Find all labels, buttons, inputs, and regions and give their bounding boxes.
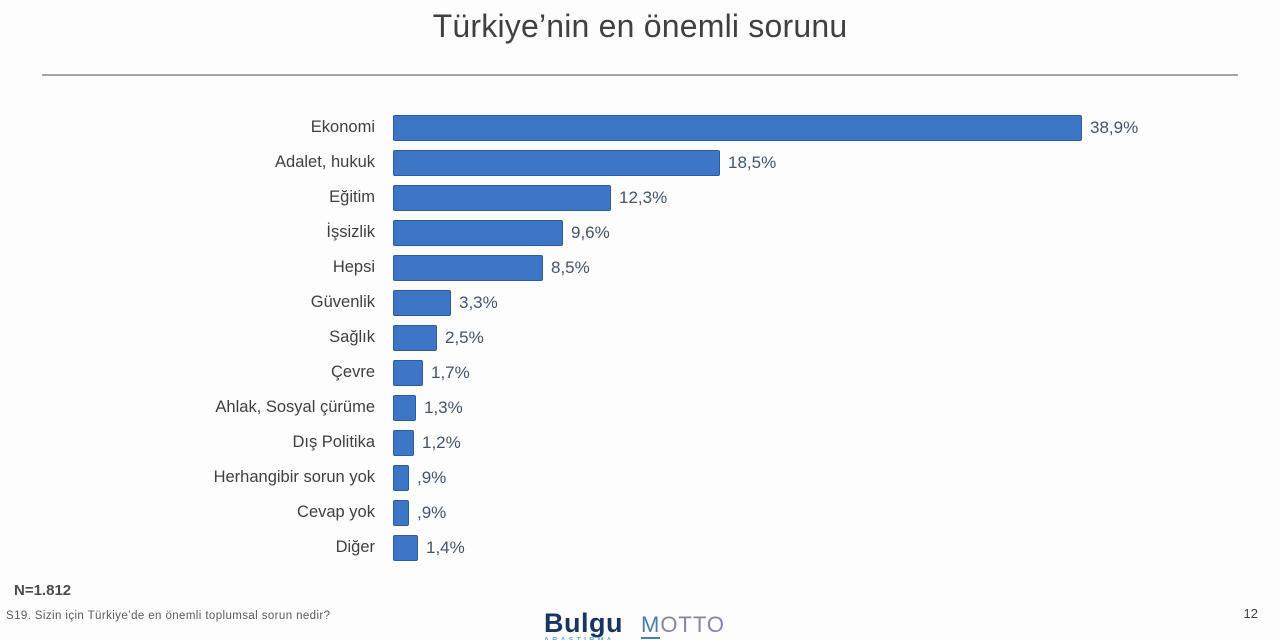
bar-track: 1,3%	[393, 394, 1280, 421]
bar	[393, 219, 563, 246]
bar-track: 18,5%	[393, 149, 1280, 176]
chart-row: Dış Politika 1,2%	[0, 425, 1280, 460]
value-label: 2,5%	[445, 327, 484, 347]
chart-row: Herhangibir sorun yok ,9%	[0, 460, 1280, 495]
bar	[393, 464, 409, 491]
bar	[393, 254, 543, 281]
value-label: 12,3%	[619, 187, 668, 207]
bar-chart: Ekonomi 38,9% Adalet, hukuk 18,5% Eğitim 12,3…	[0, 110, 1280, 565]
bar	[393, 499, 409, 526]
category-label: Güvenlik	[310, 293, 375, 311]
bar	[393, 324, 437, 351]
bar-track: 2,5%	[393, 324, 1280, 351]
chart-row: Ahlak, Sosyal çürüme 1,3%	[0, 390, 1280, 425]
category-label: İşsizlik	[326, 223, 375, 241]
value-label: 8,5%	[551, 257, 590, 277]
value-label: 1,3%	[424, 397, 463, 417]
category-label: Hepsi	[332, 258, 375, 276]
category-label: Dış Politika	[292, 433, 375, 451]
value-label: 1,7%	[431, 362, 470, 382]
category-label: Ahlak, Sosyal çürüme	[215, 398, 375, 416]
value-label: 1,4%	[426, 537, 465, 557]
category-label: Cevap yok	[297, 503, 375, 521]
bar	[393, 289, 451, 316]
motto-logo-rest: OTTO	[660, 612, 726, 637]
bar-track: 1,7%	[393, 359, 1280, 386]
bar	[393, 394, 416, 421]
motto-logo: MOTTO	[640, 612, 726, 639]
bar-track: 3,3%	[393, 289, 1280, 316]
bar	[393, 359, 423, 386]
bulgu-logo-subtext: ARAŞTIRMA	[544, 637, 623, 640]
chart-row: Güvenlik 3,3%	[0, 285, 1280, 320]
bar-track: 9,6%	[393, 219, 1280, 246]
bar	[393, 534, 418, 561]
category-label: Diğer	[335, 538, 375, 556]
bar-track: 1,4%	[393, 534, 1280, 561]
bar-track: ,9%	[393, 499, 1280, 526]
bar-track: 1,2%	[393, 429, 1280, 456]
bulgu-logo-text: Bulgu	[544, 608, 623, 638]
category-label: Eğitim	[329, 188, 375, 206]
bar-track: 12,3%	[393, 184, 1280, 211]
chart-row: İşsizlik 9,6%	[0, 215, 1280, 250]
bar-track: ,9%	[393, 464, 1280, 491]
chart-row: Adalet, hukuk 18,5%	[0, 145, 1280, 180]
chart-row: Eğitim 12,3%	[0, 180, 1280, 215]
value-label: ,9%	[417, 467, 447, 487]
chart-row: Ekonomi 38,9%	[0, 110, 1280, 145]
bar	[393, 114, 1082, 141]
bulgu-logo: Bulgu ARAŞTIRMA	[544, 610, 623, 640]
chart-row: Cevap yok ,9%	[0, 495, 1280, 530]
value-label: ,9%	[417, 502, 447, 522]
value-label: 1,2%	[422, 432, 461, 452]
chart-title: Türkiye’nin en önemli sorunu	[432, 8, 848, 44]
value-label: 3,3%	[459, 292, 498, 312]
title-divider-line	[42, 74, 1238, 76]
page-number: 12	[1243, 606, 1258, 621]
category-label: Çevre	[330, 363, 375, 381]
category-label: Ekonomi	[310, 118, 375, 136]
bar	[393, 429, 414, 456]
value-label: 9,6%	[571, 222, 610, 242]
chart-row: Sağlık 2,5%	[0, 320, 1280, 355]
chart-row: Hepsi 8,5%	[0, 250, 1280, 285]
category-label: Adalet, hukuk	[275, 153, 375, 171]
chart-row: Diğer 1,4%	[0, 530, 1280, 565]
sample-size-label: N=1.812	[14, 582, 72, 599]
bar-track: 38,9%	[393, 114, 1280, 141]
category-label: Sağlık	[329, 328, 375, 346]
footer-logos: Bulgu ARAŞTIRMA MOTTO	[544, 610, 725, 640]
survey-question-footnote: S19. Sizin için Türkiye’de en önemli top…	[6, 610, 331, 622]
bar-track: 8,5%	[393, 254, 1280, 281]
bar	[393, 149, 720, 176]
chart-row: Çevre 1,7%	[0, 355, 1280, 390]
value-label: 38,9%	[1090, 117, 1139, 137]
value-label: 18,5%	[728, 152, 777, 172]
motto-logo-m: M	[640, 612, 661, 639]
category-label: Herhangibir sorun yok	[213, 468, 375, 486]
bar	[393, 184, 611, 211]
